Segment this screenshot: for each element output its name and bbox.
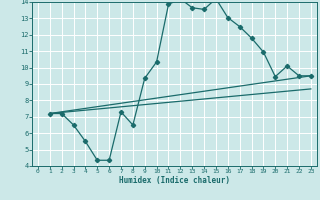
X-axis label: Humidex (Indice chaleur): Humidex (Indice chaleur) <box>119 176 230 185</box>
